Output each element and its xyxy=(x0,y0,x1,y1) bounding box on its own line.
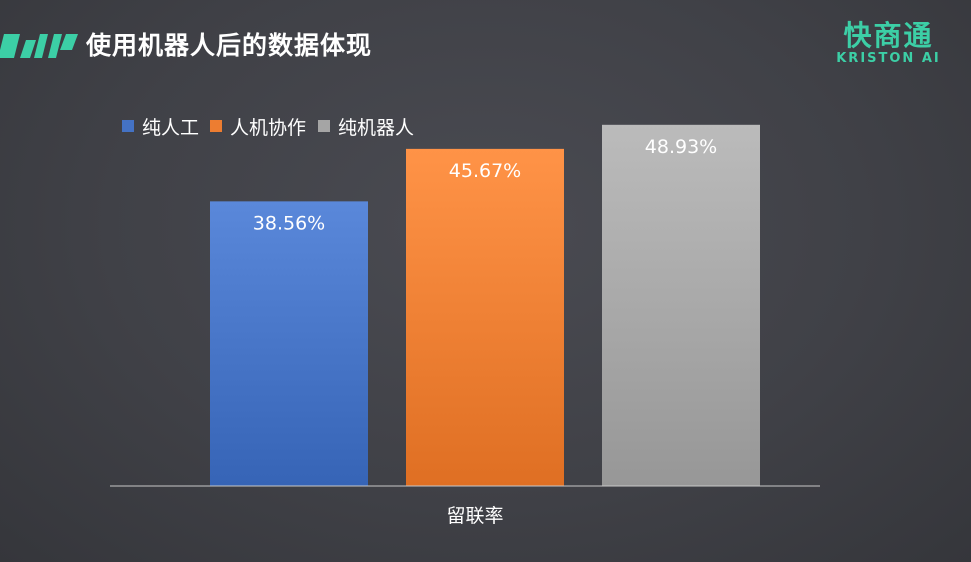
x-tick-label-1: 留联率 xyxy=(446,505,503,527)
data-label-3: 48.93% xyxy=(645,136,717,158)
decorative-stripes-icon xyxy=(0,34,78,58)
legend-label-1: 纯人工 xyxy=(142,117,199,139)
legend-swatch-2 xyxy=(210,120,222,132)
data-label-2: 45.67% xyxy=(449,160,521,182)
legend-label-3: 纯机器人 xyxy=(338,117,414,139)
data-label-1: 38.56% xyxy=(253,212,325,234)
legend-swatch-1 xyxy=(122,120,134,132)
legend-swatch-3 xyxy=(318,120,330,132)
bar-2 xyxy=(406,148,564,486)
bar-3 xyxy=(602,124,760,486)
chart-bars: 38.56% 45.67% 48.93% xyxy=(210,124,760,486)
page-title: 使用机器人后的数据体现 xyxy=(86,31,373,60)
chart-legend: 纯人工 人机协作 纯机器人 xyxy=(122,117,414,139)
bar-1 xyxy=(210,201,368,486)
brand-logo: 快商通 KRISTON AI xyxy=(836,20,941,66)
x-axis-ticks: 留联率 xyxy=(446,505,503,527)
logo-english-text: KRISTON AI xyxy=(836,51,941,66)
logo-chinese-text: 快商通 xyxy=(843,19,934,52)
legend-label-2: 人机协作 xyxy=(230,117,306,139)
